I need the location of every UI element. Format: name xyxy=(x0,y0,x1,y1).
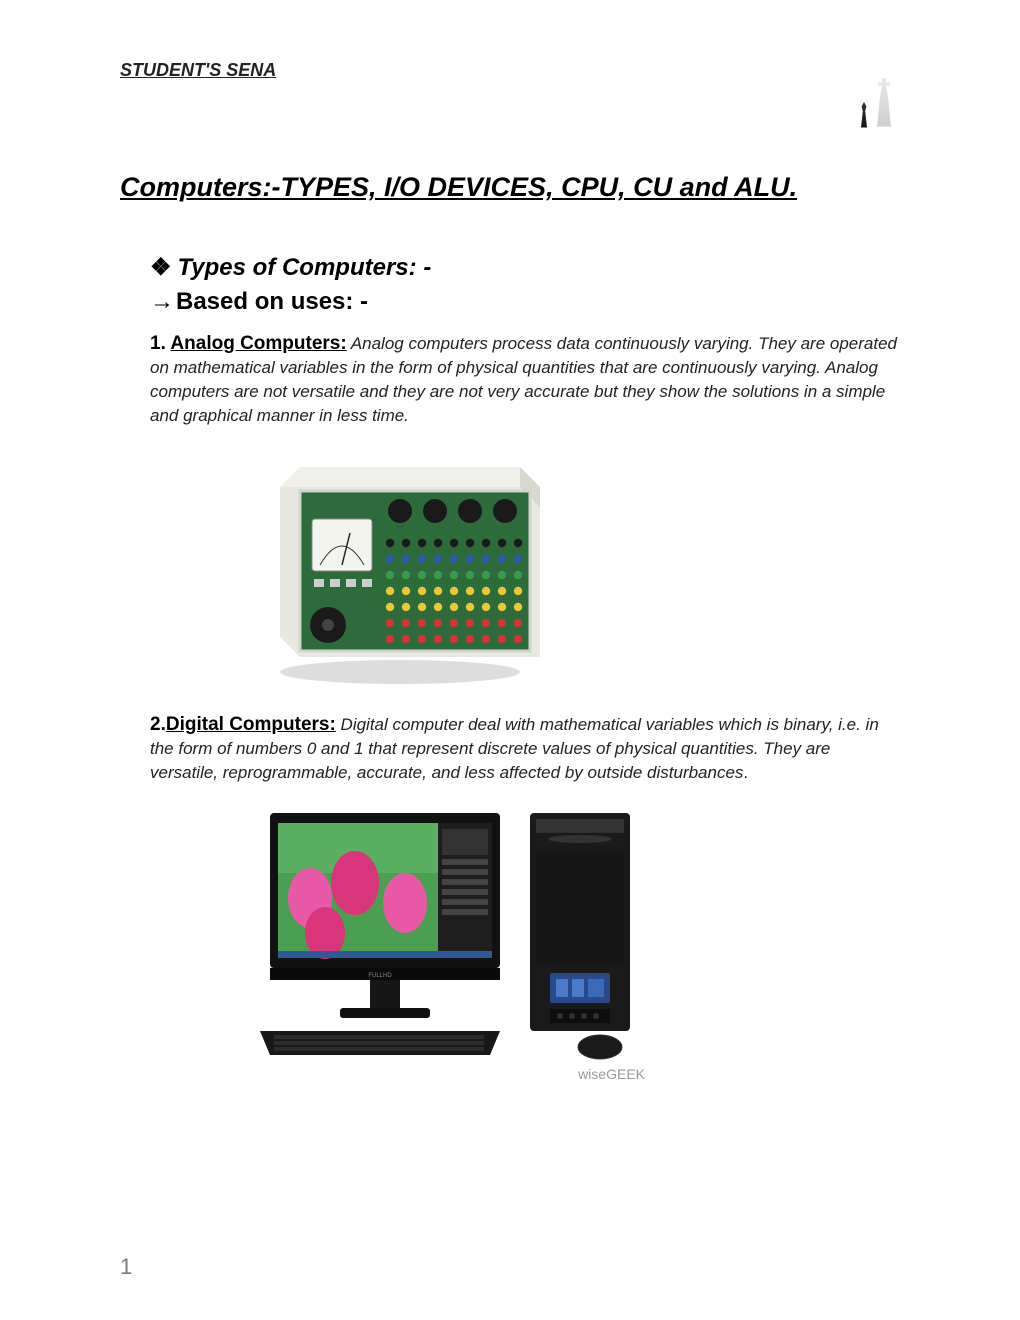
sub-heading: →Based on uses: - xyxy=(150,288,900,316)
section-heading-text: Types of Computers: - xyxy=(178,254,432,281)
section-heading: ❖Types of Computers: - xyxy=(150,253,900,282)
item-analog: 1. Analog Computers: Analog computers pr… xyxy=(150,332,900,429)
page-title: Computers:-TYPES, I/O DEVICES, CPU, CU a… xyxy=(120,172,900,203)
logo-chess-icon xyxy=(852,60,900,132)
figure-digital-computer: FULLHD xyxy=(250,803,650,1083)
svg-text:FULLHD: FULLHD xyxy=(368,973,392,979)
figure-analog-computer xyxy=(250,447,550,687)
arrow-icon: → xyxy=(150,288,174,315)
header-label: STUDENT'S SENA xyxy=(120,60,276,81)
figure-watermark: wiseGEEK xyxy=(577,1066,646,1082)
king-icon xyxy=(874,78,894,132)
item-number: 2. xyxy=(150,714,166,735)
diamond-bullet-icon: ❖ xyxy=(150,254,172,281)
item-body-period: . xyxy=(743,765,747,782)
item-number: 1. xyxy=(150,333,170,354)
sub-heading-text: Based on uses: - xyxy=(176,288,368,315)
item-title: Analog Computers: xyxy=(170,333,346,354)
item-title: Digital Computers: xyxy=(166,714,336,735)
pawn-icon xyxy=(858,102,870,132)
item-digital: 2.Digital Computers: Digital computer de… xyxy=(150,713,900,785)
page-number: 1 xyxy=(120,1254,132,1280)
